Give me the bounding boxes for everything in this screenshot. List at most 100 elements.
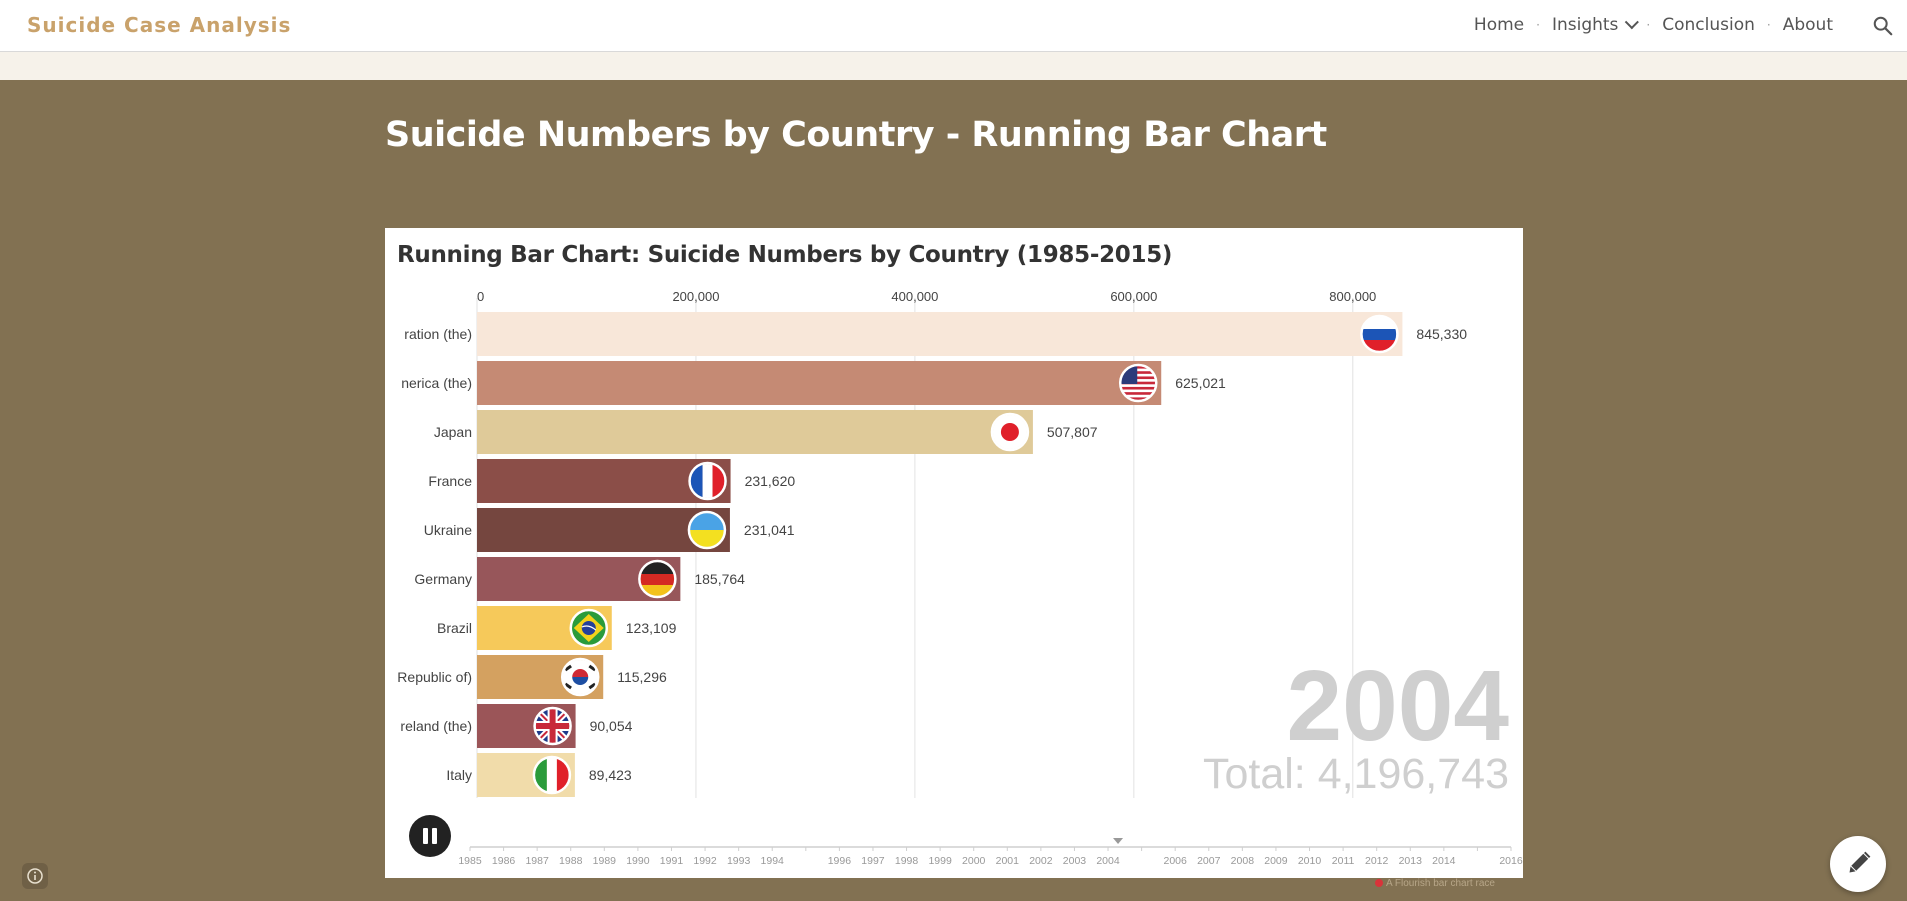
x-tick-label: 800,000 [1329,289,1376,304]
nav-conclusion[interactable]: Conclusion [1662,15,1755,35]
value-label: 845,330 [1416,326,1467,342]
value-label: 507,807 [1047,424,1098,440]
timeline-year-label[interactable]: 1992 [693,855,717,867]
bar [477,312,1403,356]
x-tick-label: 400,000 [891,289,938,304]
value-labels: 845,330 625,021 507,807 231,620 231,041 185,7… [589,326,1467,783]
nav-about[interactable]: About [1782,15,1833,35]
timeline-year-label[interactable]: 2003 [1063,855,1087,867]
timeline-year-label[interactable]: 1991 [660,855,684,867]
flag-uk-icon [533,706,572,746]
timeline[interactable]: 1985 1986 1987 1988 1989 1990 1991 1992 1993 1994… [458,838,1523,867]
timeline-year-label[interactable]: 1990 [626,855,650,867]
edit-button[interactable] [1830,836,1886,892]
timeline-year-label[interactable]: 1993 [727,855,751,867]
bar [477,410,1033,454]
value-label: 123,109 [626,620,677,636]
main-nav: Home · Insights · Conclusion · About [1474,15,1833,35]
category-label: Brazil [437,620,472,636]
timeline-year-label[interactable]: 2010 [1298,855,1322,867]
flag-brazil-icon [569,608,609,648]
bars [477,312,1403,797]
nav-home[interactable]: Home [1473,15,1525,35]
bar-chart-race: 0 200,000 400,000 600,000 800,000 ration (th… [397,289,1523,867]
timeline-year-label[interactable]: 2001 [996,855,1020,867]
timeline-year-label[interactable]: 1999 [928,855,952,867]
timeline-year-label[interactable]: 1997 [861,855,885,867]
timeline-handle[interactable] [1113,838,1124,844]
x-tick-label: 0 [477,289,484,304]
timeline-year-label[interactable]: 2002 [1029,855,1053,867]
category-label: reland (the) [400,718,472,734]
info-glyph [27,868,43,884]
flourish-logo-icon [1375,879,1383,887]
value-label: 115,296 [617,669,667,685]
category-label: Italy [446,767,472,783]
info-icon[interactable] [22,863,48,889]
timeline-year-label[interactable]: 2011 [1332,855,1355,867]
current-year: 2004 [1287,650,1510,762]
timeline-year-label[interactable]: 2009 [1264,855,1288,867]
bar [477,459,731,503]
timeline-year-label[interactable]: 2007 [1197,855,1221,867]
timeline-year-label[interactable]: 1989 [593,855,617,867]
timeline-year-label[interactable]: 1998 [895,855,919,867]
timeline-year-label[interactable]: 1988 [559,855,583,867]
flag-germany-icon [638,559,677,599]
timeline-year-label[interactable]: 2000 [962,855,986,867]
pause-icon [432,828,437,844]
category-label: France [428,473,472,489]
timeline-year-label[interactable]: 1994 [761,855,785,867]
pause-button[interactable] [409,815,451,857]
category-label: Germany [414,571,472,587]
timeline-year-label[interactable]: 2008 [1231,855,1255,867]
value-label: 231,041 [744,522,795,538]
category-labels: ration (the) nerica (the) Japan France Ukrai… [397,326,472,783]
pencil-icon [1849,851,1871,873]
value-label: 231,620 [745,473,796,489]
timeline-year-label[interactable]: 2004 [1096,855,1120,867]
bar [477,361,1162,405]
x-tick-label: 200,000 [672,289,719,304]
category-label: Ukraine [424,522,472,538]
timeline-year-label[interactable]: 2013 [1399,855,1423,867]
nav-separator: · [1536,18,1540,32]
site-title[interactable]: Suicide Case Analysis [27,13,292,37]
chart-title: Running Bar Chart: Suicide Numbers by Co… [397,242,1173,268]
timeline-year-label[interactable]: 1986 [492,855,516,867]
category-label: Japan [434,424,472,440]
timeline-year-label[interactable]: 1996 [828,855,852,867]
flourish-credit[interactable]: A Flourish bar chart race [1375,878,1495,889]
nav-separator: · [1766,18,1771,32]
search-icon[interactable] [1872,15,1894,37]
flags [532,314,1399,795]
nav-insights[interactable]: Insights [1551,15,1640,35]
value-label: 625,021 [1175,375,1226,391]
top-bar: Suicide Case Analysis Home · Insights · … [0,0,1907,52]
timeline-year-label[interactable]: 1985 [458,855,482,867]
timeline-year-label[interactable]: 2006 [1164,855,1188,867]
flag-japan-icon [990,412,1030,452]
category-label: Republic of) [397,669,472,685]
pause-icon [423,828,428,844]
timeline-year-label[interactable]: 2014 [1432,855,1456,867]
category-label: ration (the) [404,326,472,342]
flag-ukraine-icon [687,510,727,550]
x-tick-label: 600,000 [1110,289,1157,304]
value-label: 185,764 [694,571,745,587]
x-axis-ticks: 0 200,000 400,000 600,000 800,000 [477,289,1376,304]
timeline-year-label[interactable]: 2016 [1499,855,1523,867]
total-label: Total: 4,196,743 [1203,750,1509,798]
credit-text: A Flourish bar chart race [1386,878,1495,889]
chart-embed: 0 200,000 400,000 600,000 800,000 ration (th… [385,228,1523,878]
header-strip [0,52,1907,80]
flag-usa-icon [1118,363,1158,403]
timeline-year-label[interactable]: 1987 [525,855,549,867]
flag-korea-icon [560,657,600,697]
flag-russia-icon [1360,314,1399,354]
nav-insights-label: Insights [1551,15,1619,35]
timeline-year-label[interactable]: 2012 [1365,855,1389,867]
value-label: 89,423 [589,767,632,783]
flag-italy-icon [532,755,572,795]
value-label: 90,054 [590,718,633,734]
